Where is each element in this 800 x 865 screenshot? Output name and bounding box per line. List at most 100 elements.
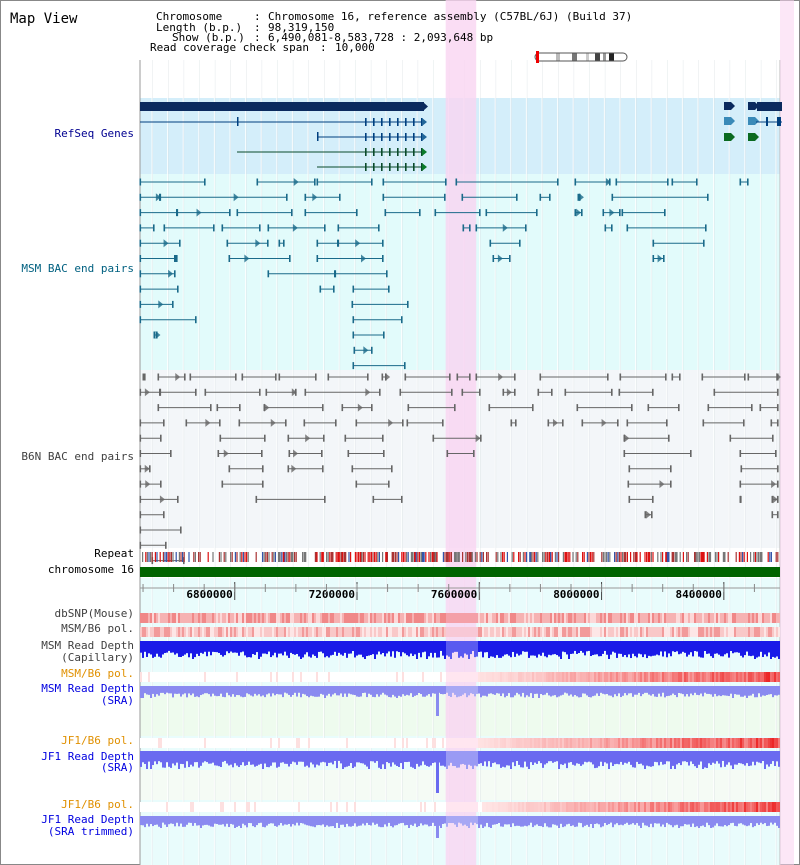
msm-depth-capillary-track-bar <box>538 641 540 655</box>
jf1-b6-pol2-track-cell <box>140 802 142 812</box>
jf1-b6-pol2-track-cell <box>400 802 402 812</box>
msm-b6-pol2-track-cell <box>190 672 192 682</box>
msm-b6-pol-track-cell <box>612 627 614 637</box>
jf1-depth-trim-track-bar <box>354 816 356 824</box>
jf1-depth-sra-track-bar <box>574 751 576 766</box>
msm-b6-pol-track-cell <box>712 627 714 637</box>
msm-b6-pol-track-cell <box>578 627 580 637</box>
msm-depth-capillary-track-bar <box>472 641 474 652</box>
repeat-element <box>364 552 366 562</box>
dbsnp-track-cell <box>260 613 262 623</box>
repeat-element <box>714 552 716 562</box>
dbsnp-track-cell <box>222 613 224 623</box>
jf1-b6-pol-track-cell <box>398 738 400 748</box>
jf1-b6-pol2-track-cell <box>678 802 680 812</box>
dbsnp-track-cell <box>630 613 632 623</box>
dbsnp-track-cell <box>504 613 506 623</box>
jf1-b6-pol2-track-cell <box>568 802 570 812</box>
jf1-depth-trim-track-bar <box>690 816 692 827</box>
jf1-depth-sra-track-bar <box>316 751 318 765</box>
jf1-b6-pol2-track-cell <box>178 802 180 812</box>
repeat-element <box>775 552 777 562</box>
msm-b6-pol2-track-cell <box>710 672 712 682</box>
b6n-bac-end-mark <box>170 450 172 457</box>
msm-b6-pol2-track-cell <box>332 672 334 682</box>
msm-b6-pol-track-cell <box>450 627 452 637</box>
msm-b6-pol2-track-cell <box>700 672 702 682</box>
msm-b6-pol2-track-cell <box>372 672 374 682</box>
refseq-gene-block <box>748 133 755 141</box>
jf1-b6-pol-track-cell <box>214 738 216 748</box>
jf1-b6-pol2-track-cell <box>636 802 638 812</box>
jf1-depth-trim-track-bar <box>738 816 740 824</box>
b6n-bac-end-mark <box>514 388 516 396</box>
msm-depth-capillary-track-bar <box>274 641 276 653</box>
msm-b6-pol2-track-cell <box>730 672 732 682</box>
jf1-depth-trim-track-bar <box>514 816 516 827</box>
jf1-depth-trim-track-bar <box>204 816 206 825</box>
jf1-depth-trim-track-bar <box>654 816 656 824</box>
jf1-b6-pol2-track-cell <box>622 802 624 812</box>
jf1-b6-pol2-track-cell <box>604 802 606 812</box>
msm-b6-pol2-track-cell <box>448 672 450 682</box>
jf1-b6-pol-track-cell <box>464 738 466 748</box>
dbsnp-track-cell <box>676 613 678 623</box>
msm-b6-pol-track-cell <box>716 627 718 637</box>
msm-depth-sra-track-bar <box>274 686 276 696</box>
repeat-element <box>255 552 257 562</box>
msm-b6-pol-track-cell <box>324 627 326 637</box>
msm-depth-sra-track-bar <box>278 686 280 695</box>
jf1-b6-pol2-track-cell <box>148 802 150 812</box>
jf1-b6-pol-track-cell <box>334 738 336 748</box>
dbsnp-track-cell <box>400 613 402 623</box>
msm-b6-pol-track-cell <box>502 627 504 637</box>
jf1-b6-pol-track-cell <box>524 738 526 748</box>
msm-depth-sra-track-bar <box>772 686 774 698</box>
msm-b6-pol2-track-cell <box>378 672 380 682</box>
jf1-b6-pol-track-cell <box>614 738 616 748</box>
msm-depth-sra-track-bar <box>678 686 680 693</box>
msm-depth-capillary-track-bar <box>382 641 384 654</box>
jf1-depth-trim-track-bar <box>728 816 730 826</box>
jf1-b6-pol2-track-cell <box>256 802 258 812</box>
msm-b6-pol-track-cell <box>728 627 730 637</box>
jf1-depth-trim-track-bar <box>312 816 314 827</box>
msm-bac-end-mark <box>304 209 307 217</box>
dbsnp-track-cell <box>256 613 258 623</box>
jf1-b6-pol2-track-cell <box>408 802 410 812</box>
jf1-depth-trim-track-bar <box>300 816 302 823</box>
b6n-bac-end-mark <box>627 480 630 488</box>
jf1-b6-pol2-track-cell <box>454 802 456 812</box>
msm-depth-sra-track <box>140 686 780 716</box>
refseq-exon <box>405 163 407 171</box>
msm-b6-pol2-track-cell <box>568 672 570 682</box>
msm-bac-end-mark <box>176 255 178 262</box>
msm-depth-sra-track-bar <box>144 686 146 694</box>
msm-depth-sra-track-bar <box>472 686 474 694</box>
msm-b6-pol2-track-cell <box>544 672 546 682</box>
msm-depth-sra-track-bar <box>308 686 310 698</box>
msm-b6-pol-track-cell <box>348 627 350 637</box>
msm-b6-pol-track-cell <box>746 627 748 637</box>
b6n-bac-end-mark <box>259 388 261 396</box>
jf1-depth-sra-track-bar <box>440 751 442 766</box>
jf1-depth-sra-track-bar <box>578 751 580 764</box>
msm-b6-pol-track-cell <box>770 627 772 637</box>
jf1-b6-pol-track-cell <box>696 738 698 748</box>
msm-bac-end-mark <box>139 209 142 217</box>
jf1-depth-trim-track-bar <box>320 816 322 826</box>
jf1-depth-trim-track-bar <box>460 816 462 824</box>
dbsnp-track-cell <box>590 613 592 623</box>
repeat-element <box>718 552 720 562</box>
msm-bac-end-arrow <box>255 239 261 248</box>
jf1-b6-pol2-track-cell <box>652 802 654 812</box>
refseq-exon <box>421 148 423 156</box>
repeat-element <box>142 552 144 562</box>
msm-b6-pol2-track-cell <box>252 672 254 682</box>
dbsnp-track-cell <box>456 613 458 623</box>
jf1-b6-pol-track-cell <box>636 738 638 748</box>
msm-depth-sra-track-bar <box>732 686 734 698</box>
jf1-b6-pol-track-cell <box>566 738 568 748</box>
jf1-b6-pol2-track-cell <box>590 802 592 812</box>
